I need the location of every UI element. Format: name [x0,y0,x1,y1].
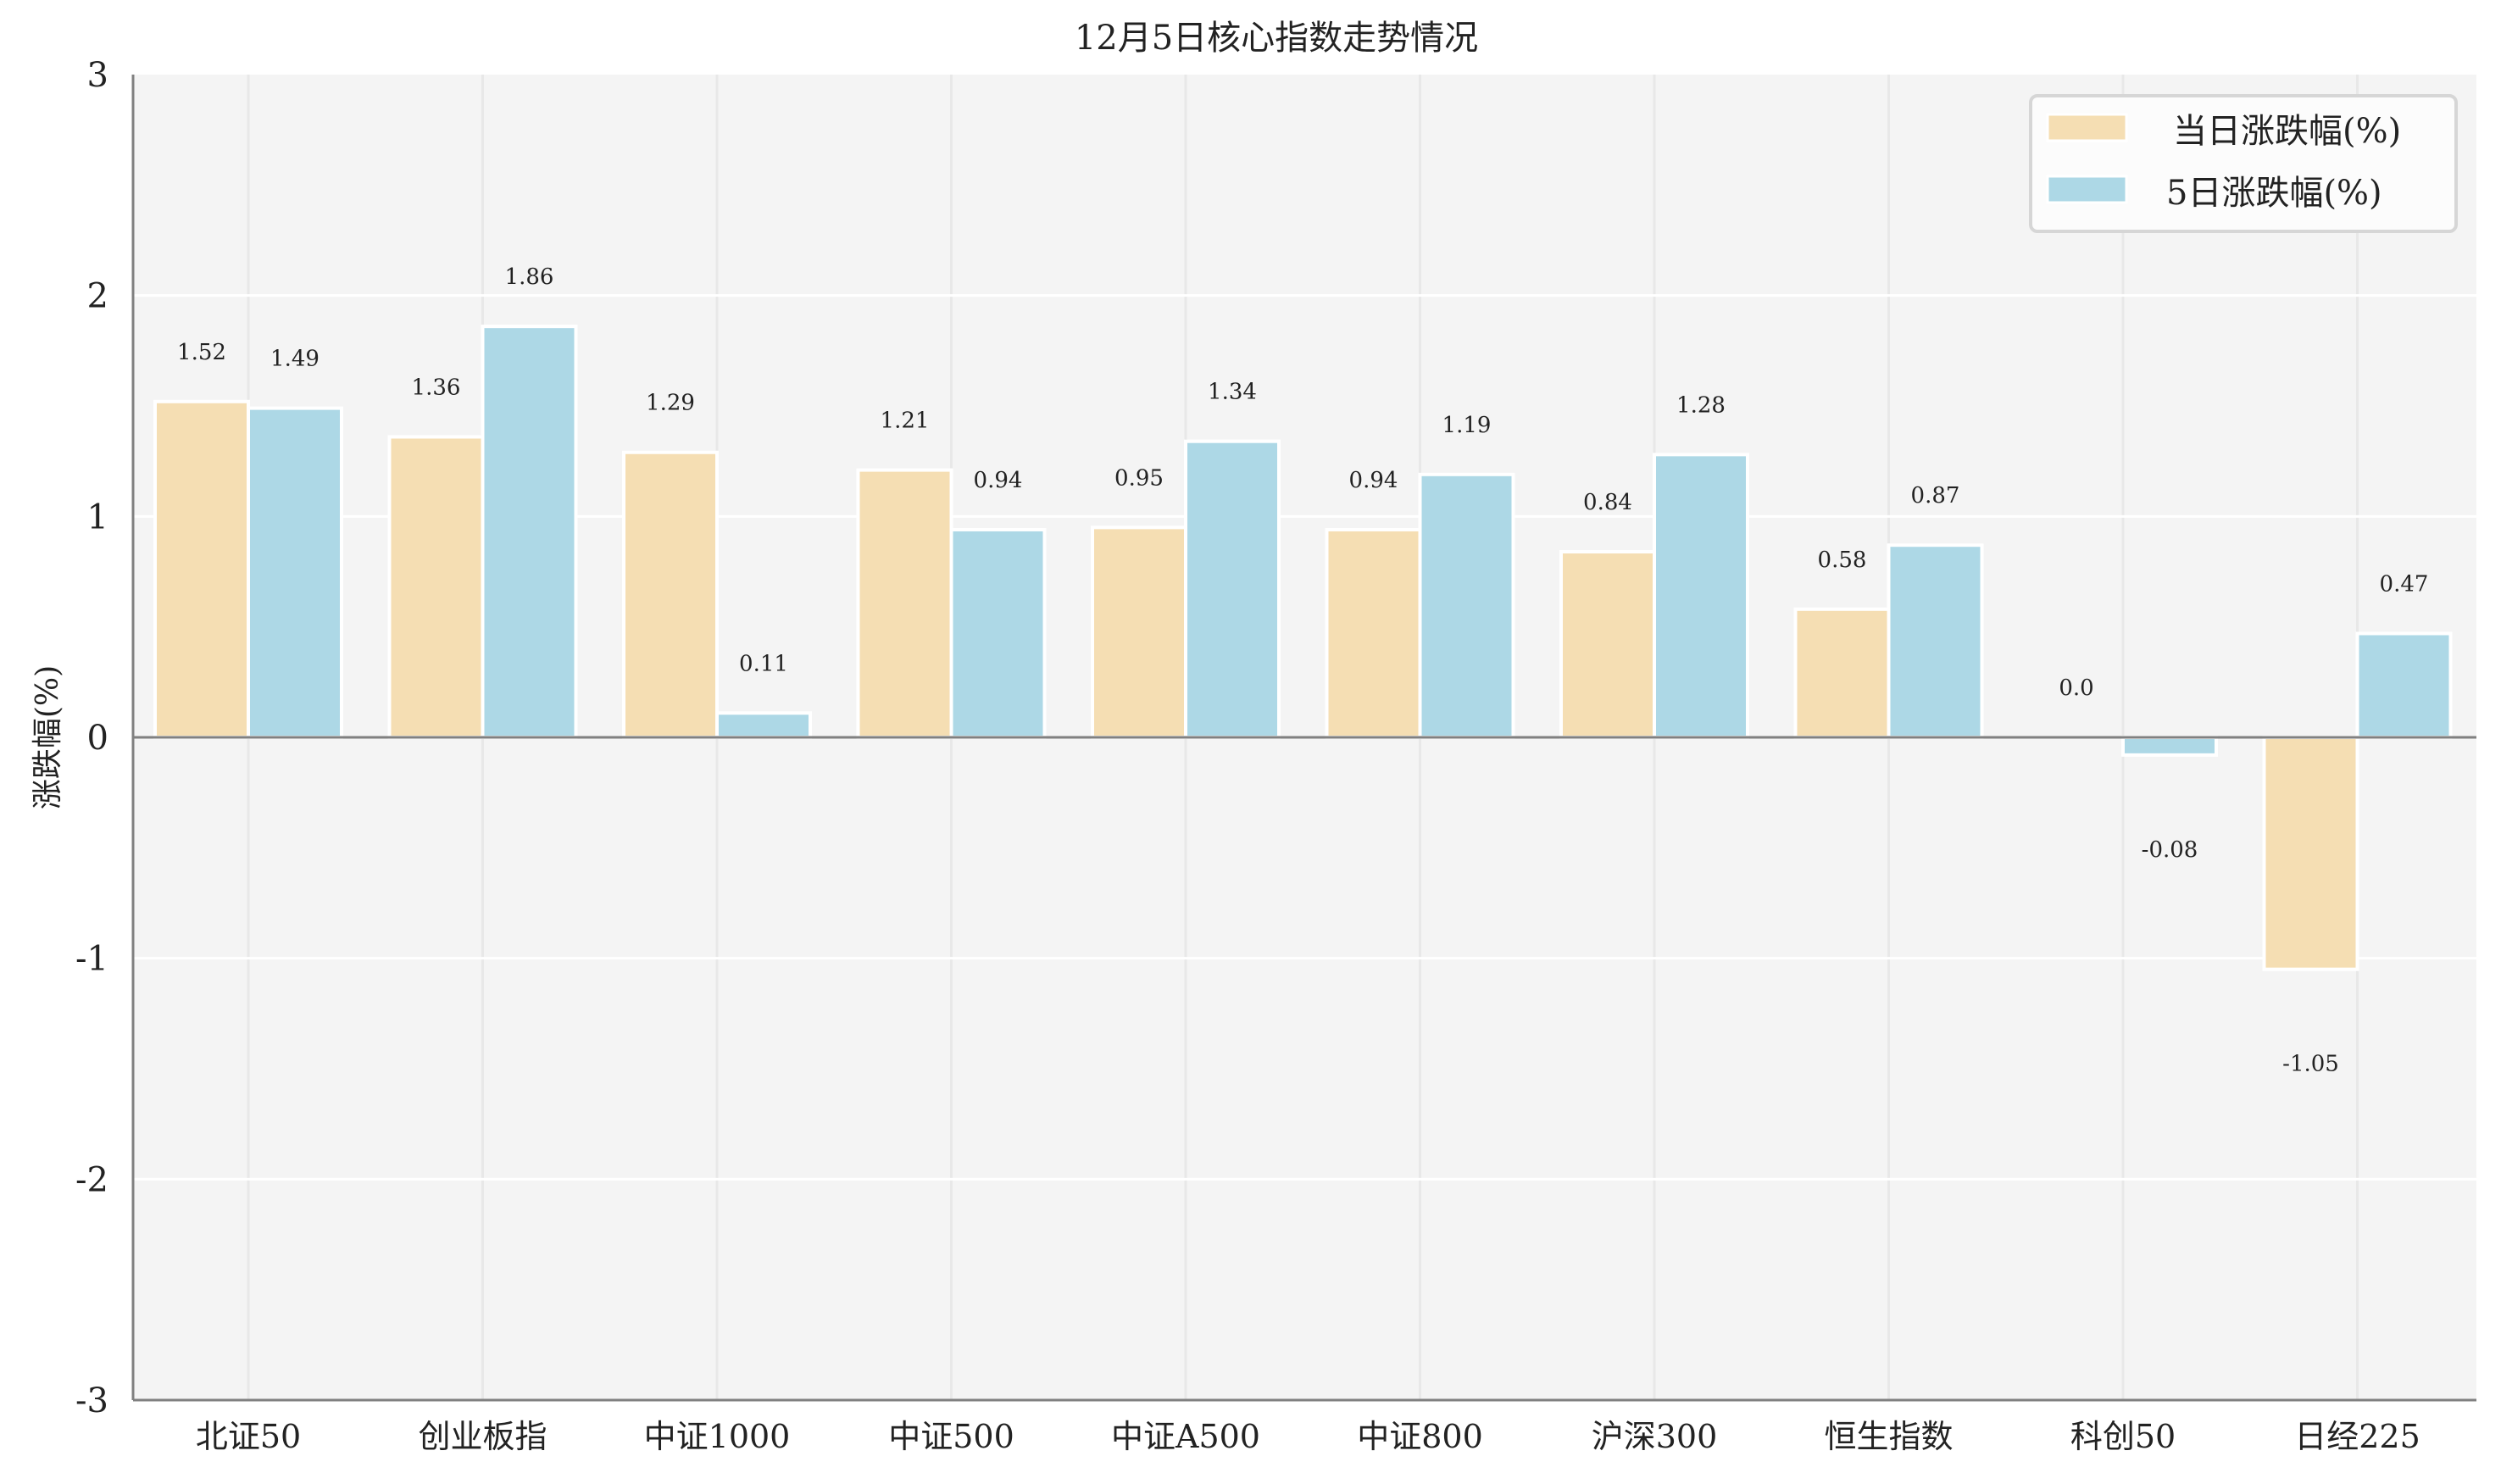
bar-daily-change [622,450,719,739]
x-tick-label: 北证50 [196,1418,301,1455]
data-label: 0.94 [1349,468,1398,493]
x-tick-label: 创业板指 [418,1418,547,1455]
bar-5day-change [2121,736,2218,757]
bar-5day-change [1184,439,1281,739]
y-tick-label: 2 [87,277,108,316]
data-label: 0.0 [2059,675,2093,701]
bar-daily-change [1091,525,1187,739]
bar-5day-change [2355,631,2453,740]
chart-title: 12月5日核心指数走势情况 [1075,19,1478,58]
data-label: 0.84 [1583,490,1632,515]
x-tick-label: 中证A500 [1111,1418,1260,1455]
y-tick-label: 0 [87,719,108,758]
data-label: 1.21 [881,409,930,434]
data-label: 0.47 [2380,571,2429,597]
y-axis-label: 涨跌幅(%) [31,665,65,809]
bar-daily-change [1559,550,1656,739]
data-label: 1.29 [646,391,695,416]
data-label: 1.86 [505,264,554,290]
x-tick-label: 沪深300 [1592,1418,1718,1455]
bar-5day-change [247,406,343,739]
y-tick-label: -3 [75,1381,108,1420]
data-label: 1.52 [177,340,226,365]
legend-box [2029,94,2458,233]
data-label: 0.94 [974,468,1023,493]
data-label: 1.36 [412,375,461,400]
plot-area: 3 2 1 0 -1 -2 -3 1.52 1.36 1.29 1.21 0.95 0.94 0.84 0.… [75,56,2476,1455]
bar-5day-change [1418,472,1515,739]
x-tick-label: 科创50 [2070,1418,2176,1455]
bar-daily-change [1793,607,1891,740]
bar-5day-change [1653,453,1749,739]
x-tick-label: 日经225 [2294,1418,2420,1455]
bar-daily-change [1325,527,1422,739]
x-tick-label: 恒生指数 [1824,1418,1953,1455]
bar-5day-change [949,527,1047,739]
legend-swatch-daily [2046,113,2128,142]
x-tick-label: 中证500 [888,1418,1014,1455]
legend-label-daily: 当日涨跌幅(%) [2173,112,2401,151]
y-tick-label: 3 [87,56,108,95]
data-label: 1.28 [1676,392,1726,418]
legend-label-5day: 5日涨跌幅(%) [2166,174,2382,213]
bar-5day-change [715,711,812,739]
data-label: 1.19 [1442,413,1492,438]
data-label: 0.87 [1911,483,1960,509]
data-label: 0.11 [739,651,788,676]
bar-daily-change [387,435,485,739]
y-tick-label: -1 [75,940,108,979]
data-label: -1.05 [2282,1052,2339,1077]
bar-daily-change [856,468,953,739]
data-label: 1.34 [1208,380,1257,405]
x-tick-label: 中证800 [1357,1418,1483,1455]
data-label: -0.08 [2142,837,2198,863]
data-label: 0.95 [1114,465,1164,491]
bar-5day-change [1887,543,1984,739]
y-tick-label: -2 [75,1160,108,1199]
bar-daily-change [153,399,250,739]
data-label: 0.58 [1818,547,1867,573]
bar-5day-change [481,325,578,739]
legend-swatch-5day [2046,175,2128,204]
data-label: 1.49 [270,347,320,372]
y-tick-label: 1 [87,497,108,536]
x-tick-label: 中证1000 [644,1418,791,1455]
legend: 当日涨跌幅(%) 5日涨跌幅(%) [2029,94,2458,233]
bar-daily-change [2262,736,2359,971]
